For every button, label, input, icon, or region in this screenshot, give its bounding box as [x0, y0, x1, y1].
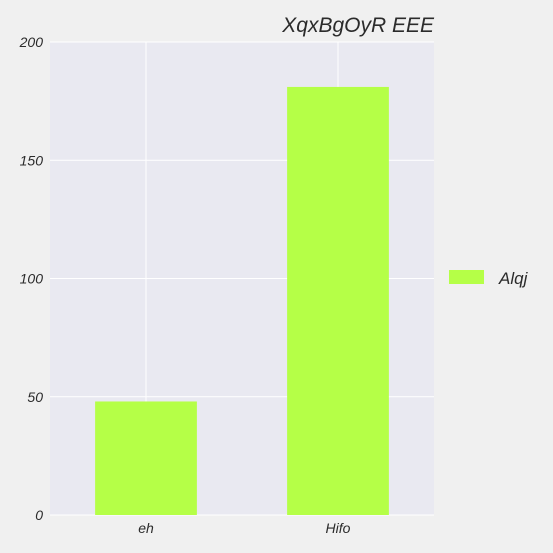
y-tick-label-0: 0 — [35, 507, 43, 523]
y-axis-ticks: 0 50 100 150 200 — [19, 34, 44, 523]
bar-eh — [95, 401, 197, 515]
legend-swatch-alqj — [449, 270, 484, 284]
bars — [95, 86, 389, 515]
x-axis-ticks: eh Hifo — [138, 520, 350, 536]
y-tick-label-150: 150 — [20, 152, 44, 168]
x-tick-label-hifo: Hifo — [326, 520, 351, 536]
legend: Alqj — [449, 269, 529, 288]
legend-label-alqj: Alqj — [498, 269, 529, 288]
chart-title: XqxBgOyR EEE — [281, 14, 435, 37]
y-tick-label-200: 200 — [19, 34, 44, 50]
x-tick-label-eh: eh — [138, 520, 154, 536]
y-tick-label-100: 100 — [20, 271, 44, 287]
y-tick-label-50: 50 — [27, 389, 43, 405]
bar-hifo — [287, 86, 389, 515]
